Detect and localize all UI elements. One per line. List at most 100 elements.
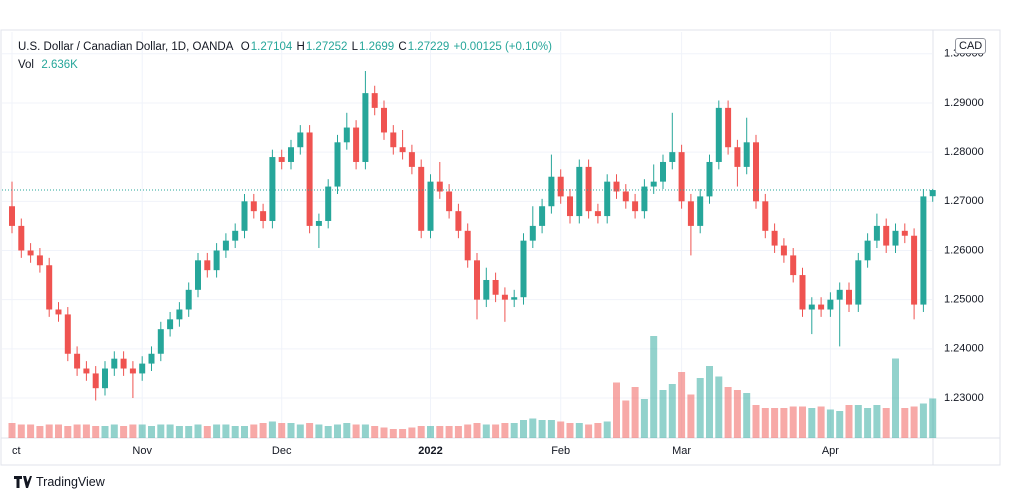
volume-bar: [529, 418, 537, 438]
candle-body: [483, 279, 490, 300]
candle-body: [594, 211, 601, 217]
volume-bar: [55, 424, 62, 438]
volume-row: Vol 2.636K: [18, 56, 553, 74]
candle-body: [139, 363, 146, 374]
candle-body: [334, 142, 341, 187]
candle-body: [288, 147, 294, 162]
candle-body: [846, 289, 852, 305]
volume-bar: [194, 424, 202, 438]
volume-bar: [436, 426, 444, 438]
volume-bar: [399, 429, 407, 438]
volume-bar: [817, 406, 825, 438]
y-tick-label: 1.24000: [944, 343, 984, 355]
candle-body: [511, 297, 518, 300]
candle-body: [585, 166, 592, 212]
high-value: 1.27252: [305, 41, 348, 53]
volume-bar: [250, 424, 258, 438]
candle-body: [92, 373, 99, 389]
legend: U.S. Dollar / Canadian Dollar, 1D, OANDA…: [18, 38, 553, 74]
volume-bar: [808, 408, 816, 438]
volume-bar: [259, 423, 267, 438]
volume-bar: [36, 426, 44, 438]
candle-body: [102, 368, 108, 389]
candle-body: [27, 250, 34, 256]
volume-bar: [380, 427, 388, 438]
candle-body: [818, 304, 825, 310]
candle-body: [920, 196, 927, 305]
candle-body: [185, 289, 192, 310]
candle-body: [864, 240, 871, 261]
volume-bar: [780, 408, 788, 438]
volume-bar: [761, 408, 769, 438]
high-key: H: [296, 41, 305, 53]
volume-bar: [613, 382, 620, 438]
volume-bar: [659, 390, 667, 438]
candle-body: [325, 186, 332, 221]
candle-body: [241, 201, 248, 231]
volume-bar: [129, 424, 137, 438]
currency-button[interactable]: CAD: [955, 38, 987, 54]
volume-bar: [82, 424, 90, 438]
candle-body: [613, 181, 620, 192]
volume-bar: [120, 426, 128, 438]
symbol-title: U.S. Dollar / Canadian Dollar, 1D, OANDA: [18, 41, 234, 53]
candle-body: [604, 181, 611, 217]
candle-body: [408, 152, 415, 167]
candle-body: [353, 127, 360, 162]
volume-bar: [706, 366, 713, 438]
volume-bar: [148, 426, 155, 438]
volume-bar: [241, 426, 248, 438]
volume-bar: [371, 426, 379, 438]
y-tick-label: 1.29000: [944, 97, 984, 109]
brand-name: TradingView: [36, 475, 105, 489]
volume-bar: [594, 423, 602, 438]
candle-body: [753, 142, 759, 202]
volume-bar: [389, 429, 397, 438]
candle-body: [725, 107, 732, 148]
candle-body: [855, 260, 862, 305]
candle-body: [436, 181, 443, 192]
candle-body: [204, 260, 211, 271]
close-value: 1.27229: [407, 41, 450, 53]
volume-bar: [845, 405, 853, 438]
candle-body: [36, 255, 43, 266]
candle-body: [455, 211, 462, 231]
candle-body: [18, 225, 25, 251]
candle-body: [129, 368, 136, 374]
volume-bar: [482, 424, 490, 438]
candle-body: [222, 240, 229, 251]
candle-body: [390, 132, 397, 148]
x-tick-label: Nov: [132, 445, 152, 457]
candle-body: [381, 107, 387, 133]
candle-body: [836, 289, 843, 300]
candle-body: [715, 107, 722, 162]
candle-body: [250, 201, 257, 212]
volume-bar: [919, 403, 927, 438]
volume-bar: [268, 421, 276, 438]
low-value: 1.2699: [359, 41, 395, 53]
candle-body: [176, 309, 183, 320]
volume-bar: [743, 393, 751, 438]
candle-body: [873, 225, 880, 241]
volume-bar: [334, 424, 341, 438]
candle-body: [111, 358, 118, 369]
volume-bar: [510, 423, 518, 438]
candle-body: [343, 127, 350, 143]
volume-bar: [715, 376, 723, 438]
volume-bar: [306, 423, 314, 438]
y-tick-label: 1.27000: [944, 195, 984, 207]
volume-bar: [110, 424, 118, 438]
volume-bar: [454, 426, 462, 438]
low-key: L: [351, 41, 359, 53]
volume-bar: [427, 426, 434, 438]
volume-bar: [854, 405, 862, 438]
volume-value: 2.636K: [41, 59, 78, 71]
volume-bar: [696, 378, 704, 438]
volume-bar: [417, 426, 425, 438]
x-tick-label: Feb: [551, 445, 570, 457]
candle-body: [901, 230, 908, 236]
volume-bar: [492, 424, 500, 438]
volume-bar: [799, 406, 806, 438]
